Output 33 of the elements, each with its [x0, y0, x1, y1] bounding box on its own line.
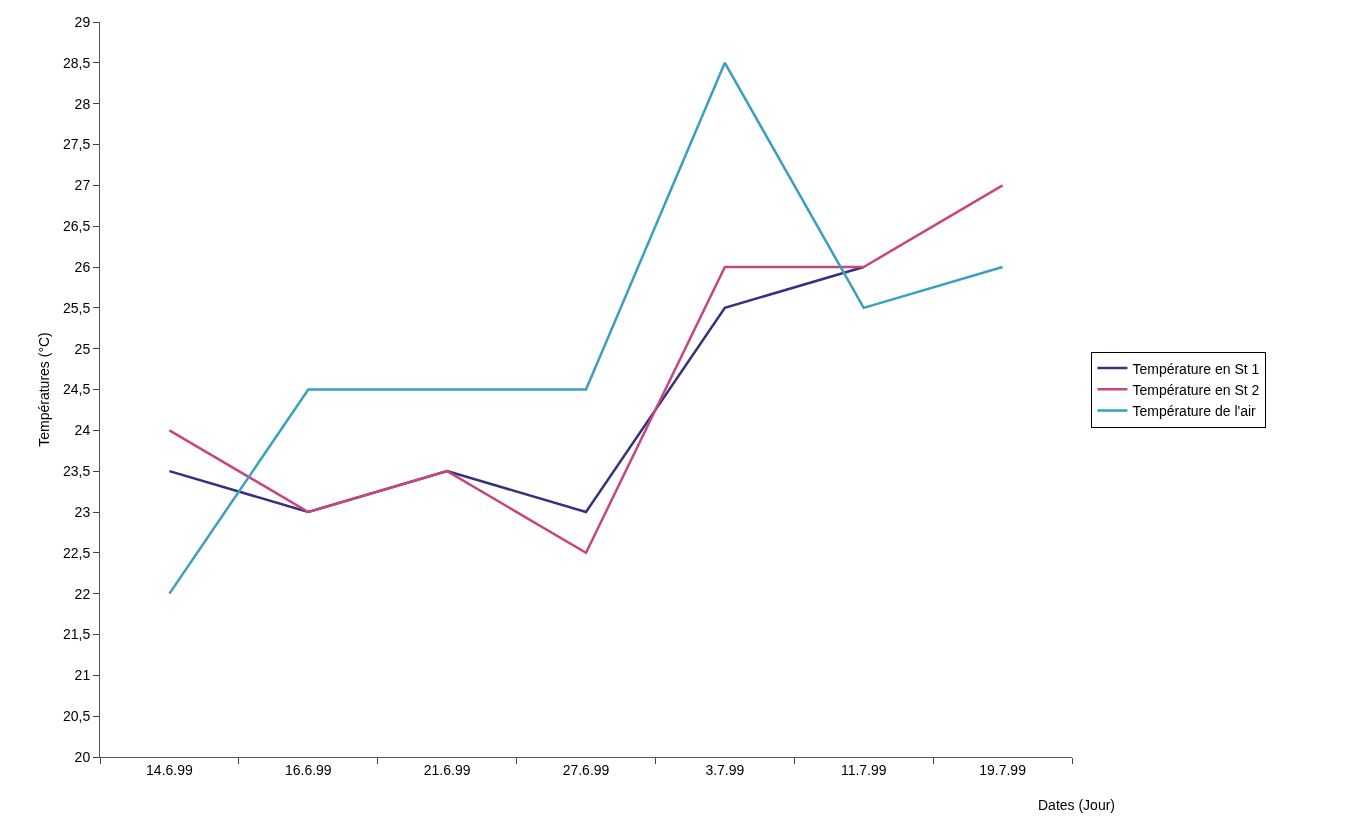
x-tick-label: 14.6.99: [146, 761, 193, 778]
y-tick-label: 29: [74, 13, 91, 30]
line-series: [168, 61, 1004, 595]
y-tick-label: 20,5: [62, 708, 91, 725]
x-tick-label: 27.6.99: [562, 761, 610, 778]
y-tick-label: 20: [74, 748, 91, 765]
y-tick-label: 22: [74, 585, 91, 602]
x-tick-label: 11.7.99: [840, 761, 887, 778]
legend-label: Température en St 1: [1132, 360, 1260, 377]
y-tick-label: 28,5: [62, 54, 91, 71]
legend-label: Température de l'air: [1132, 402, 1257, 419]
y-tick-label: 25: [74, 340, 91, 357]
y-tick-label: 24: [74, 422, 91, 439]
y-tick-label: 27,5: [62, 136, 91, 153]
legend-label: Température en St 2: [1132, 381, 1260, 398]
x-axis-title: Dates (Jour): [1038, 797, 1116, 813]
y-tick-label: 25,5: [62, 299, 91, 316]
y-tick-label: 27: [74, 177, 91, 194]
x-tick-label: 16.6.99: [284, 761, 332, 778]
y-tick-label: 22,5: [62, 544, 91, 561]
y-tick-label: 21,5: [62, 626, 91, 643]
y-tick-label: 28: [74, 95, 91, 112]
x-tick-label: 21.6.99: [423, 761, 471, 778]
y-tick-label: 21: [74, 667, 91, 684]
x-tick-label: 19.7.99: [979, 761, 1027, 778]
y-tick-label: 24,5: [62, 381, 91, 398]
y-tick-label: 23: [74, 503, 91, 520]
x-tick-label: 3.7.99: [705, 761, 745, 778]
y-axis-title: Températures (°C): [35, 332, 52, 447]
y-tick-label: 23,5: [62, 463, 91, 480]
y-tick-label: 26: [74, 258, 91, 275]
y-tick-label: 26,5: [62, 218, 91, 235]
line-series: [168, 184, 1004, 555]
